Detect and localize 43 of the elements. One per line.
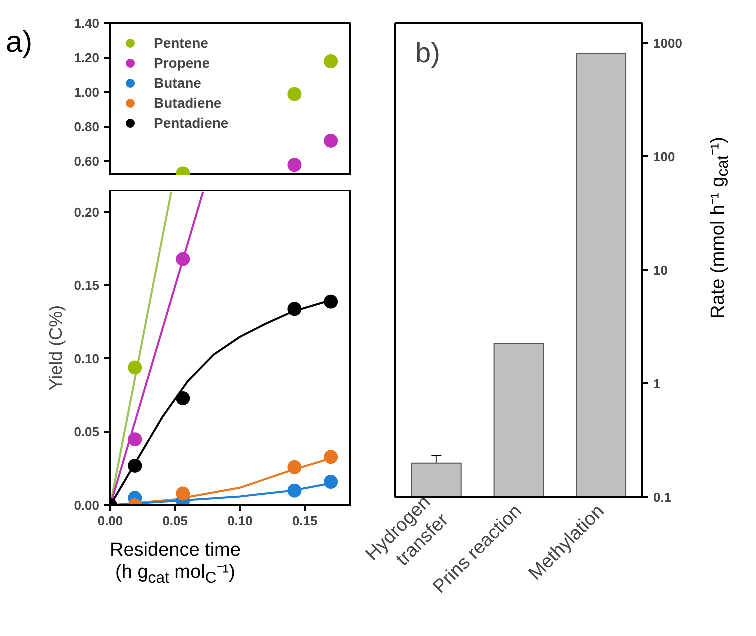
y-tick-label: 0.80 — [74, 120, 100, 135]
point — [176, 252, 190, 266]
point — [288, 484, 302, 498]
point — [324, 475, 338, 490]
point — [288, 302, 302, 316]
y2-tick-label: 100 — [654, 149, 676, 164]
y2-tick-label: 10 — [654, 262, 668, 278]
point — [288, 158, 302, 172]
y2-tick-label: 1000 — [654, 36, 682, 51]
legend-label: Pentadiene — [154, 115, 229, 131]
y-tick-label: 0.15 — [74, 278, 100, 294]
y2-tick-label: 1 — [654, 376, 661, 392]
y-tick-label: 1.40 — [74, 16, 100, 31]
x-tick-label: 0.15 — [292, 514, 318, 528]
legend-label: Butadiene — [154, 95, 222, 111]
y2-tick-label: 0.1 — [654, 490, 672, 505]
y-tick-label: 0.05 — [74, 424, 100, 440]
point — [128, 360, 142, 375]
point — [288, 460, 302, 474]
point — [176, 486, 190, 501]
x-tick-label: 0.05 — [162, 514, 188, 528]
y-axis-title: Yield (C%) — [46, 305, 66, 391]
legend-label: Butane — [154, 75, 202, 91]
point — [324, 134, 338, 148]
point — [324, 54, 338, 68]
point — [128, 458, 142, 473]
point — [288, 87, 302, 102]
legend-label: Pentene — [154, 35, 208, 51]
text: a) — [5, 25, 33, 61]
annotation: b) — [416, 38, 440, 68]
x-tick-label: 0.00 — [98, 514, 124, 528]
x-tick-label: 0.10 — [228, 514, 253, 528]
point — [176, 392, 190, 406]
y-tick-label: 1.20 — [74, 50, 100, 66]
y-tick-label: 0.20 — [74, 204, 100, 220]
legend-label: Propene — [154, 55, 210, 71]
y-tick-label: 0.10 — [74, 351, 100, 366]
x-axis-title: Residence time (h g$_{cat}$ mol$_{C}$⁻¹) — [109, 539, 241, 588]
point — [324, 294, 338, 309]
y-tick-label: 0.60 — [74, 154, 100, 170]
point — [128, 432, 142, 447]
point — [324, 450, 338, 464]
y-tick-label: 1.00 — [74, 85, 100, 100]
